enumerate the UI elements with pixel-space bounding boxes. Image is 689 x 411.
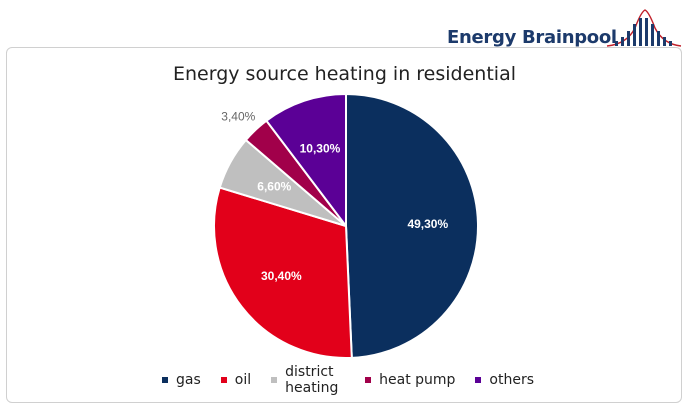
legend-swatch-heat-pump (365, 377, 372, 383)
legend-item-gas: gas (162, 372, 201, 388)
chart-legend: gas oil district heating heat pump others (162, 362, 554, 398)
legend-label-heat-pump: heat pump (379, 372, 456, 388)
data-label-heat-pump: 3,40% (221, 110, 255, 124)
data-label-oil: 30,40% (261, 269, 302, 283)
legend-label-district-heating: district heating (285, 364, 339, 396)
legend-label-others: others (489, 372, 535, 388)
brand-logo: Energy Brainpool (447, 8, 683, 48)
data-label-gas: 49,30% (407, 217, 448, 231)
legend-label-gas: gas (176, 372, 201, 388)
chart-title: Energy source heating in residential (172, 63, 516, 85)
legend-item-heat-pump: heat pump (365, 372, 455, 388)
legend-swatch-oil (220, 377, 227, 383)
legend-item-oil: oil (220, 372, 252, 388)
brand-name: Energy Brainpool (447, 27, 617, 48)
legend-label-oil: oil (234, 372, 252, 388)
legend-swatch-gas (162, 377, 168, 383)
data-label-others: 10,30% (300, 141, 341, 155)
pie-slice-oil (213, 186, 353, 359)
pie-slice-gas (345, 92, 479, 359)
data-label-district-heating: 6,60% (257, 180, 291, 194)
legend-swatch-district-heating (271, 377, 278, 383)
pie-slice-others (265, 92, 347, 229)
legend-item-others: others (475, 372, 534, 388)
brainpool-tower-logo-icon (606, 9, 682, 47)
legend-item-district-heating: district heating (271, 364, 345, 396)
legend-swatch-others (475, 377, 482, 383)
